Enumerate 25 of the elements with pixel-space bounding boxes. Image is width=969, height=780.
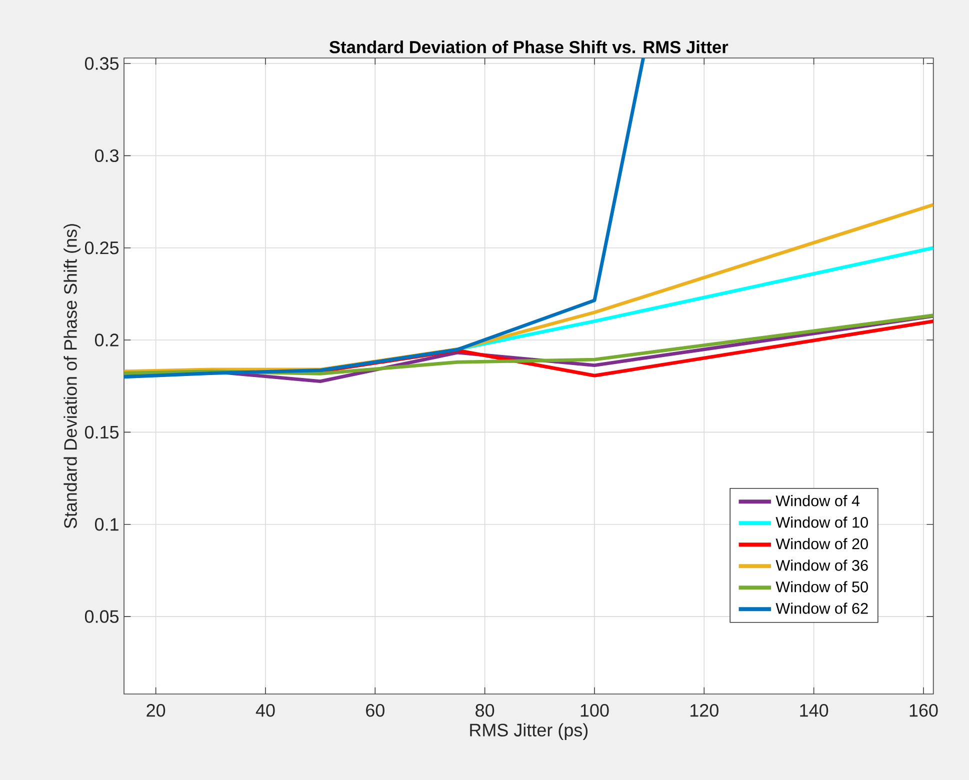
y-tick-label: 0.25 — [84, 241, 119, 254]
y-tick-label: 0.1 — [94, 518, 118, 531]
y-tick-label: 0.2 — [94, 334, 118, 346]
y-tick-label: 0.3 — [94, 149, 119, 162]
x-tick-label: 40 — [256, 704, 275, 717]
x-tick-label: 140 — [800, 704, 828, 717]
legend-label: Window of 50 — [776, 581, 868, 592]
x-tick-label: 160 — [910, 704, 938, 717]
y-tick-label: 0.05 — [84, 610, 119, 623]
x-axis-title: RMS Jitter (ps) — [470, 723, 588, 740]
legend-label: Window of 20 — [776, 538, 868, 550]
y-axis-title: Standard Deviation of Phase Shift (ns) — [64, 224, 80, 528]
y-tick-label: 0.35 — [84, 57, 119, 70]
legend-label: Window of 36 — [776, 560, 868, 571]
legend-label: Window of 62 — [776, 602, 868, 614]
legend-label: Window of 10 — [776, 516, 868, 528]
x-tick-label: 80 — [476, 704, 494, 717]
line-series — [124, 58, 646, 379]
x-tick-label: 60 — [366, 704, 384, 717]
y-tick-label: 0.15 — [84, 426, 119, 439]
x-tick-label: 120 — [690, 704, 718, 717]
x-tick-label: 20 — [146, 704, 166, 717]
x-tick-label: 100 — [580, 704, 609, 717]
chart-title: Standard Deviation of Phase Shift vs. RMS Jitter — [329, 40, 728, 54]
legend-label: Window of 4 — [776, 495, 860, 506]
